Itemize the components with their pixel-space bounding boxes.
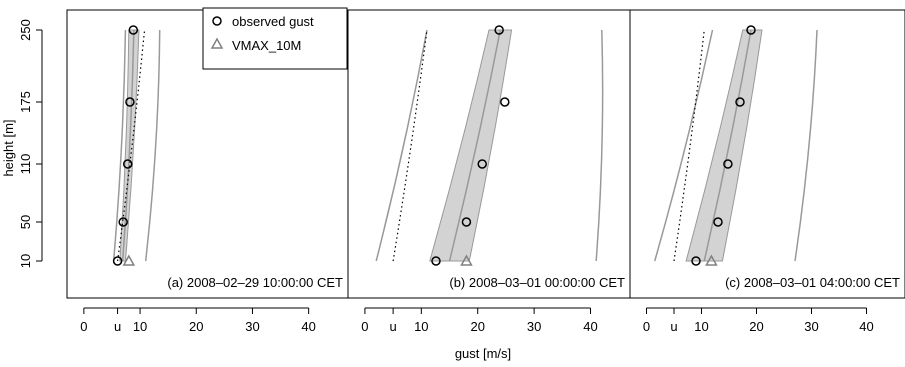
dotted-profile bbox=[673, 29, 705, 262]
outer-upper-curve bbox=[794, 29, 818, 262]
x-tick-label: u bbox=[114, 319, 121, 334]
x-tick-label: 10 bbox=[133, 319, 147, 334]
outer-lower-curve bbox=[375, 29, 428, 262]
prediction-band bbox=[429, 29, 513, 262]
x-tick-label: 10 bbox=[414, 319, 428, 334]
observed-gust-point bbox=[735, 97, 745, 107]
x-tick-label: 40 bbox=[301, 319, 315, 334]
x-tick-label: u bbox=[390, 319, 397, 334]
observed-gust-point bbox=[118, 217, 128, 227]
observed-gust-point bbox=[125, 97, 135, 107]
observed-gust-point bbox=[431, 256, 441, 266]
observed-gust-point bbox=[500, 97, 510, 107]
legend: observed gust VMAX_10M bbox=[202, 7, 348, 70]
observed-gust-point bbox=[746, 25, 756, 35]
outer-lower-curve bbox=[112, 29, 127, 262]
x-axis-label: gust [m/s] bbox=[455, 346, 511, 361]
observed-gust-point bbox=[122, 159, 133, 169]
x-tick-label: 40 bbox=[859, 319, 873, 334]
observed-gust-point bbox=[128, 25, 139, 35]
x-tick-label: 20 bbox=[189, 319, 203, 334]
panel-label: (a) 2008–02–29 10:00:00 CET bbox=[167, 275, 343, 290]
x-tick-label: 30 bbox=[804, 319, 818, 334]
legend-triangle-marker bbox=[210, 37, 224, 49]
panel-label: (c) 2008–03–01 04:00:00 CET bbox=[725, 275, 900, 290]
y-tick-label: 10 bbox=[18, 254, 33, 268]
legend-box bbox=[202, 7, 348, 70]
x-tick-label: 0 bbox=[361, 319, 368, 334]
observed-gust-point bbox=[691, 256, 701, 266]
outer-upper-curve bbox=[595, 29, 604, 262]
x-tick-label: 0 bbox=[80, 319, 87, 334]
observed-gust-point bbox=[713, 217, 723, 227]
legend-label-vmax: VMAX_10M bbox=[232, 38, 301, 53]
outer-lower-curve bbox=[654, 29, 714, 262]
outer-upper-curve bbox=[144, 29, 161, 262]
vmax-10m-point bbox=[460, 254, 473, 266]
observed-gust-point bbox=[494, 25, 504, 35]
vmax-10m-point bbox=[705, 254, 718, 266]
x-tick-label: 10 bbox=[694, 319, 708, 334]
panel-frame bbox=[629, 9, 905, 299]
dotted-profile bbox=[392, 29, 428, 262]
dotted-profile bbox=[116, 29, 146, 262]
y-tick-label: 175 bbox=[18, 91, 33, 113]
y-tick-label: 250 bbox=[18, 19, 33, 41]
median-curve bbox=[121, 29, 135, 262]
x-tick-label: 30 bbox=[245, 319, 259, 334]
x-tick-label: 20 bbox=[749, 319, 763, 334]
x-tick-label: 0 bbox=[643, 319, 650, 334]
panel: (c) 2008–03–01 04:00:00 CET 0 u 10 20 30 40 bbox=[629, 9, 905, 334]
legend-label-observed: observed gust bbox=[232, 14, 314, 29]
observed-gust-point bbox=[112, 256, 123, 266]
observed-gust-point bbox=[723, 159, 733, 169]
observed-gust-point bbox=[461, 217, 472, 227]
y-axis: 10 50 110 175 250 bbox=[18, 19, 43, 268]
y-axis-label: height [m] bbox=[1, 119, 16, 176]
median-curve bbox=[448, 29, 502, 262]
median-curve bbox=[703, 29, 752, 262]
observed-gust-point bbox=[477, 159, 487, 169]
vmax-10m-point bbox=[122, 254, 136, 266]
prediction-band bbox=[685, 29, 763, 262]
x-tick-label: 30 bbox=[527, 319, 541, 334]
x-tick-label: u bbox=[670, 319, 677, 334]
x-tick-label: 40 bbox=[583, 319, 597, 334]
panel-label: (b) 2008–03–01 00:00:00 CET bbox=[449, 275, 625, 290]
y-tick-label: 110 bbox=[18, 154, 33, 175]
panel: (b) 2008–03–01 00:00:00 CET 0 u 10 20 30 40 bbox=[347, 9, 631, 334]
panel: (a) 2008–02–29 10:00:00 CET 0 u 10 20 30 40 bbox=[66, 9, 349, 334]
y-tick-label: 50 bbox=[18, 215, 33, 229]
legend-circle-marker bbox=[212, 16, 222, 26]
x-tick-label: 20 bbox=[470, 319, 484, 334]
